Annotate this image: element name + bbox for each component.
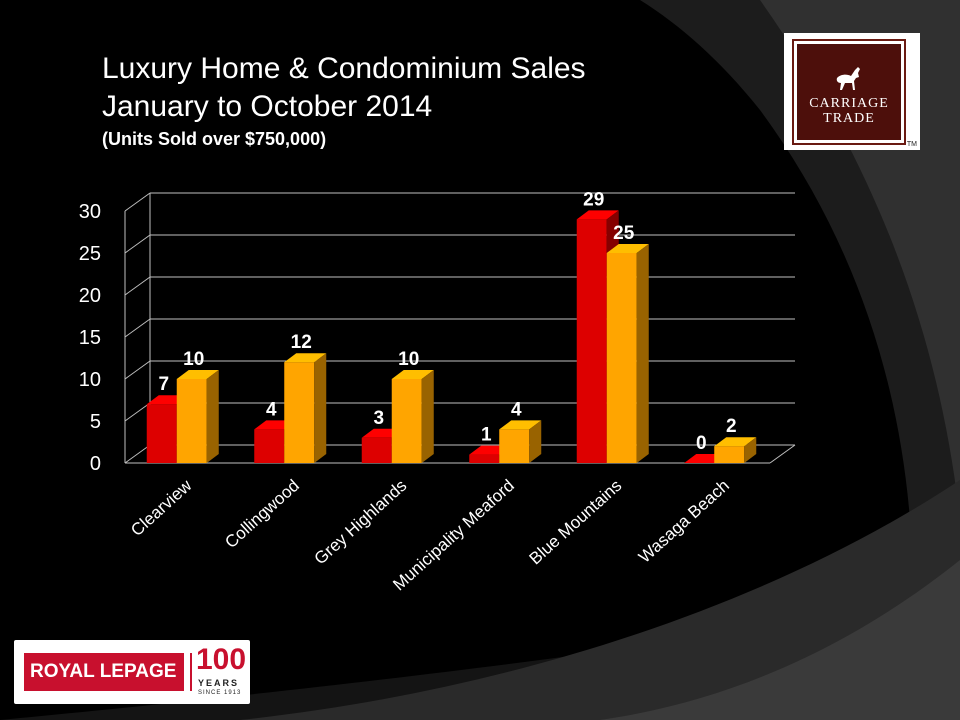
bar-top — [606, 244, 649, 253]
data-label: 10 — [398, 349, 419, 370]
bar-front — [391, 379, 422, 463]
carriage-trade-wordmark: CARRIAGE TRADE — [797, 96, 901, 126]
royal-lepage-logo: ROYAL LEPAGE 100 YEARS SINCE 1913 — [14, 640, 250, 704]
bar-top — [576, 210, 619, 220]
bar — [499, 420, 542, 463]
bar-top — [391, 370, 434, 379]
bar-top — [284, 353, 327, 363]
y-tick-label: 20 — [79, 285, 101, 307]
bar-front — [499, 429, 530, 463]
gridline-side — [124, 402, 151, 422]
data-label: 10 — [183, 349, 204, 370]
bar-top — [714, 437, 757, 447]
royal-lepage-wordmark: ROYAL LEPAGE — [30, 661, 177, 682]
data-label: 29 — [583, 189, 604, 210]
chart-subtitle: (Units Sold over $750,000) — [102, 129, 327, 149]
bar-side — [314, 353, 327, 463]
chart-title-line2: January to October 2014 — [102, 90, 433, 123]
y-tick-label: 10 — [79, 369, 101, 391]
y-tick-label: 0 — [90, 453, 101, 475]
gridline-side — [124, 360, 151, 380]
horse-icon — [836, 67, 860, 90]
gridlines — [124, 192, 796, 464]
gridline-side — [124, 276, 151, 296]
bar-side — [529, 420, 542, 463]
carriage-trade-logo: CARRIAGE TRADE TM — [784, 33, 920, 150]
bar-side — [421, 370, 434, 463]
x-tick-label: Blue Mountains — [526, 476, 626, 569]
royal-lepage-100: 100 — [196, 643, 247, 676]
trademark-mark: TM — [906, 141, 917, 148]
gridline-side — [124, 318, 151, 338]
bar-front — [254, 429, 285, 463]
data-label: 4 — [266, 399, 277, 420]
gridline-side — [124, 444, 151, 464]
y-tick-label: 5 — [90, 411, 101, 433]
bar-front — [146, 404, 177, 463]
title-block: Luxury Home & Condominium Sales January … — [102, 50, 586, 150]
chart-title-line1: Luxury Home & Condominium Sales — [102, 52, 586, 85]
data-label: 4 — [511, 399, 522, 420]
x-tick-label: Wasaga Beach — [635, 476, 733, 567]
data-label: 1 — [481, 425, 492, 446]
bar-top — [499, 420, 542, 430]
data-label: 12 — [291, 332, 312, 353]
bar-side — [206, 370, 219, 463]
y-tick-label: 15 — [79, 327, 101, 349]
x-tick-label: Clearview — [127, 475, 196, 540]
bar-front — [714, 446, 745, 463]
bar-front — [176, 379, 207, 463]
x-tick-label: Collingwood — [221, 476, 303, 552]
data-label: 0 — [696, 433, 707, 454]
data-label: 3 — [373, 408, 384, 429]
x-tick-label: Municipality Meaford — [389, 476, 518, 594]
data-label: 2 — [726, 416, 737, 437]
bar-top — [176, 370, 219, 379]
bar-front — [576, 219, 607, 463]
bar-front — [361, 437, 392, 463]
y-tick-label: 30 — [79, 201, 101, 223]
data-label: 25 — [613, 223, 635, 244]
y-tick-label: 25 — [79, 243, 101, 265]
royal-lepage-years: YEARS — [198, 678, 240, 688]
floor-edge — [769, 444, 796, 464]
bar — [284, 353, 327, 463]
carriage-trade-line2: TRADE — [823, 111, 875, 126]
bar-front — [606, 253, 637, 463]
x-tick-label: Grey Highlands — [311, 476, 411, 569]
royal-lepage-since: SINCE 1913 — [198, 690, 242, 696]
bar — [714, 437, 757, 463]
bar-side — [744, 437, 757, 463]
carriage-trade-line1: CARRIAGE — [809, 96, 889, 111]
bar — [176, 370, 219, 463]
data-label: 7 — [158, 374, 169, 395]
logo-divider — [190, 653, 192, 691]
bar-front — [469, 454, 500, 463]
bar — [391, 370, 434, 463]
gridline-side — [124, 192, 151, 212]
bar — [606, 244, 649, 463]
gridline-side — [124, 234, 151, 254]
bar-side — [636, 244, 649, 463]
carriage-trade-panel: CARRIAGE TRADE — [792, 39, 906, 145]
royal-lepage-badge: ROYAL LEPAGE — [24, 653, 184, 691]
bar-front — [284, 362, 315, 463]
